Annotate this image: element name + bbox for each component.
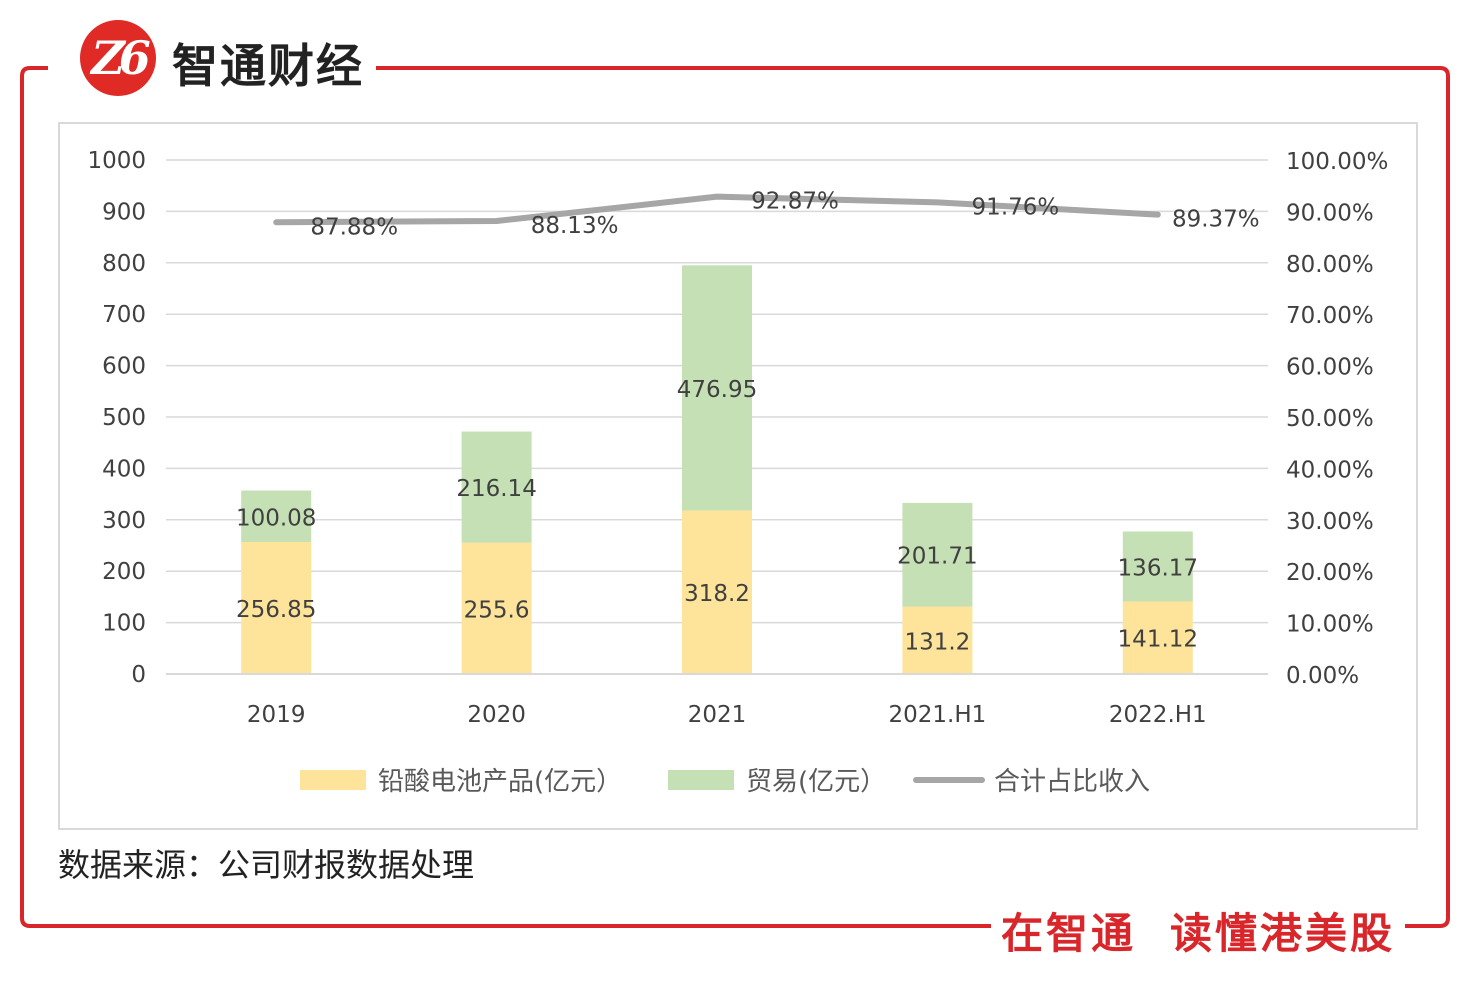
y-left-tick-label: 300 xyxy=(102,508,146,534)
ratio-point-label: 88.13% xyxy=(531,213,619,239)
bar-lead-acid-label: 141.12 xyxy=(1118,627,1198,653)
slogan-part-1: 在智通 xyxy=(1000,909,1136,958)
y-right-tick-label: 0.00% xyxy=(1286,663,1359,689)
y-right-tick-label: 90.00% xyxy=(1286,200,1374,226)
ratio-point-label: 91.76% xyxy=(972,194,1060,220)
y-right-tick-label: 10.00% xyxy=(1286,612,1374,638)
slogan-part-2: 读懂港美股 xyxy=(1169,909,1395,958)
bar-trade xyxy=(241,490,312,542)
bar-trade xyxy=(902,502,973,607)
bar-lead-acid xyxy=(241,541,312,674)
y-right-tick-label: 50.00% xyxy=(1286,406,1374,432)
bar-trade-label: 201.71 xyxy=(897,544,977,570)
slogan: 在智通 读懂港美股 xyxy=(990,900,1405,961)
bar-trade-label: 476.95 xyxy=(677,377,757,403)
y-left-tick-label: 0 xyxy=(131,662,146,688)
y-right-tick-label: 60.00% xyxy=(1286,355,1374,381)
chart-container: 0 100 200 300 400 500 600 700 800 900 1000 0.00% 10.… xyxy=(58,122,1418,830)
x-tick-label: 2019 xyxy=(247,702,306,728)
ratio-point-label: 92.87% xyxy=(751,189,839,215)
y-left-tick-label: 600 xyxy=(102,354,146,380)
legend-label-ratio: 合计占比收入 xyxy=(994,767,1150,797)
bar-lead-acid-label: 318.2 xyxy=(684,581,750,607)
bar-trade-label: 136.17 xyxy=(1118,555,1198,581)
chart: 0 100 200 300 400 500 600 700 800 900 1000 0.00% 10.… xyxy=(87,148,1388,797)
y-left-tick-label: 500 xyxy=(102,405,146,431)
bar-lead-acid xyxy=(1122,601,1193,674)
legend-label-lead-acid: 铅酸电池产品(亿元） xyxy=(378,767,622,797)
ratio-line xyxy=(273,193,1161,226)
bar-trade xyxy=(682,265,752,511)
bar-lead-acid xyxy=(682,510,752,674)
y-left-tick-label: 700 xyxy=(102,302,146,328)
y-right-tick-label: 80.00% xyxy=(1286,252,1374,278)
ratio-point-label: 89.37% xyxy=(1172,207,1260,233)
y-left-tick-label: 1000 xyxy=(87,148,146,174)
y-left-tick-label: 400 xyxy=(102,456,146,482)
legend-label-trade: 贸易(亿元） xyxy=(746,767,886,797)
legend-swatch-lead-acid xyxy=(300,770,366,790)
x-tick-label: 2022.H1 xyxy=(1109,702,1207,728)
x-tick-label: 2021 xyxy=(688,702,747,728)
bar-trade xyxy=(1122,531,1193,602)
y-left-tick-label: 800 xyxy=(102,251,146,277)
bar-trade-label: 100.08 xyxy=(236,505,316,531)
y-right-tick-label: 70.00% xyxy=(1286,303,1374,329)
y-left-tick-label: 100 xyxy=(102,611,146,637)
y-right-tick-label: 100.00% xyxy=(1286,149,1388,175)
x-tick-label: 2021.H1 xyxy=(889,702,987,728)
bar-lead-acid-label: 255.6 xyxy=(464,597,530,623)
y-left-tick-label: 200 xyxy=(102,559,146,585)
data-source-note: 数据来源：公司财报数据处理 xyxy=(58,846,475,884)
bar-lead-acid xyxy=(461,542,532,674)
bar-trade xyxy=(461,431,532,543)
y-right-tick-label: 40.00% xyxy=(1286,457,1374,483)
bar-lead-acid-label: 256.85 xyxy=(236,597,316,623)
y-right-tick-label: 20.00% xyxy=(1286,560,1374,586)
bar-lead-acid xyxy=(902,606,973,674)
y-right-tick-label: 30.00% xyxy=(1286,509,1374,535)
y-left-tick-label: 900 xyxy=(102,199,146,225)
bar-lead-acid-label: 131.2 xyxy=(904,629,970,655)
ratio-point-label: 87.88% xyxy=(310,214,398,240)
brand-name: 智通财经 xyxy=(172,30,376,96)
brand-logo-icon: Z6 xyxy=(80,20,156,96)
bar-trade-label: 216.14 xyxy=(456,476,536,502)
x-tick-label: 2020 xyxy=(467,702,526,728)
legend-swatch-trade xyxy=(668,770,734,790)
